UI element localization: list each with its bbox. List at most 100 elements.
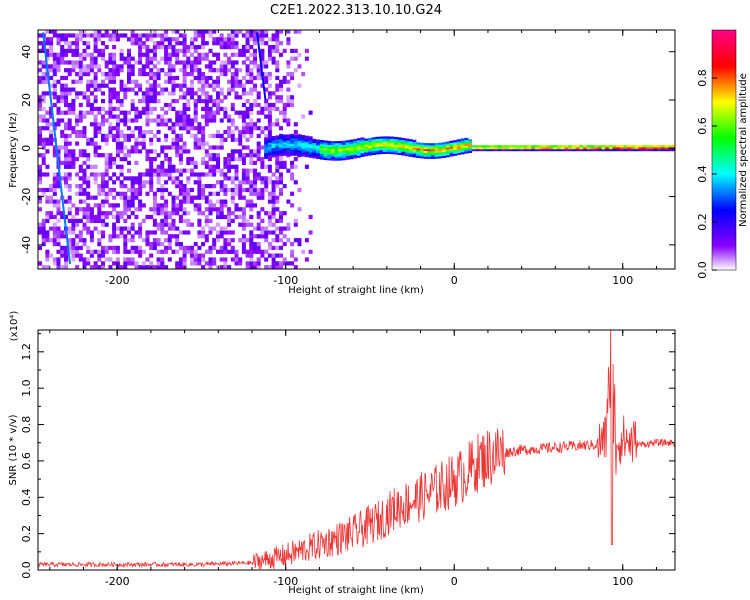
spectrogram-cell bbox=[130, 102, 135, 108]
spectrogram-cell bbox=[401, 143, 406, 146]
spectrogram-cell bbox=[60, 253, 65, 258]
spectrogram-cell bbox=[97, 253, 102, 258]
spectrogram-cell bbox=[101, 184, 105, 189]
spectrogram-cell bbox=[134, 60, 139, 65]
spectrogram-cell bbox=[230, 164, 235, 169]
spectrogram-cell bbox=[297, 238, 302, 243]
spectrogram-cell bbox=[78, 191, 83, 196]
spectrogram-cell bbox=[119, 145, 124, 150]
spectrogram-cell bbox=[201, 37, 206, 42]
spectrogram-cell bbox=[104, 160, 109, 165]
spectrogram-cell bbox=[152, 222, 157, 227]
spectrogram-cell bbox=[175, 149, 180, 154]
spectrogram-cell bbox=[219, 64, 224, 69]
spectrogram-cell bbox=[38, 187, 42, 193]
spectrogram-cell bbox=[279, 187, 283, 193]
spectrogram-cell bbox=[264, 257, 269, 262]
spectrogram-cell bbox=[327, 146, 332, 149]
spectrogram-cell bbox=[672, 149, 675, 152]
spectrogram-cell bbox=[330, 154, 335, 157]
spectrogram-cell bbox=[334, 145, 339, 148]
spectrogram-cell bbox=[204, 106, 209, 111]
spectrogram-cell bbox=[234, 261, 239, 266]
spectrogram-cell bbox=[101, 153, 105, 158]
spectrogram-cell bbox=[156, 242, 161, 247]
spectrogram-cell bbox=[223, 199, 228, 204]
spectrogram-cell bbox=[178, 261, 183, 266]
spectrogram-cell bbox=[52, 180, 57, 185]
spectrogram-cell bbox=[245, 114, 250, 119]
spectrogram-cell bbox=[253, 48, 257, 53]
spectrogram-cell bbox=[71, 245, 76, 250]
spectrogram-cell bbox=[149, 149, 154, 154]
spectrogram-cell bbox=[646, 149, 650, 152]
spectrogram-cell bbox=[182, 230, 187, 235]
spectrogram-cell bbox=[490, 147, 495, 150]
spectrogram-cell bbox=[386, 149, 391, 153]
spectrogram-cell bbox=[241, 249, 246, 254]
spectrogram-cell bbox=[190, 249, 194, 254]
spectrogram-cell bbox=[123, 145, 128, 150]
spectrogram-cell bbox=[182, 218, 187, 223]
spectrogram-cell bbox=[164, 265, 169, 269]
spectrogram-cell bbox=[386, 142, 391, 145]
spectrogram-cell bbox=[657, 145, 662, 148]
spectrogram-cell bbox=[327, 158, 332, 161]
spectrogram-cell bbox=[190, 245, 194, 250]
spectrogram-cell bbox=[264, 164, 269, 169]
spectrogram-cell bbox=[175, 110, 180, 115]
spectrogram-cell bbox=[97, 48, 102, 53]
spectrogram-cell bbox=[149, 261, 154, 266]
y-tick-label: -20 bbox=[20, 188, 33, 206]
spectrogram-cell bbox=[75, 48, 80, 53]
spectrogram-cell bbox=[152, 45, 157, 50]
spectrogram-cell bbox=[360, 147, 365, 150]
spectrogram-cell bbox=[123, 234, 128, 239]
spectrogram-cell bbox=[82, 91, 87, 96]
spectrogram-cell bbox=[108, 52, 113, 57]
spectrogram-cell bbox=[216, 211, 220, 216]
spectrogram-cell bbox=[216, 157, 220, 162]
spectrogram-cell bbox=[141, 41, 146, 46]
spectrogram-cell bbox=[167, 41, 172, 46]
spectrogram-cell bbox=[186, 45, 191, 50]
y-tick-label: 1.0 bbox=[20, 379, 33, 397]
spectrogram-cell bbox=[445, 147, 450, 150]
spectrogram-cell bbox=[586, 149, 591, 152]
spectrogram-cell bbox=[141, 249, 146, 254]
spectrogram-cell bbox=[178, 257, 183, 262]
spectrogram-cell bbox=[308, 142, 313, 145]
spectrogram-cell bbox=[275, 99, 280, 104]
spectrogram-cell bbox=[416, 146, 421, 149]
spectrogram-cell bbox=[290, 242, 295, 247]
spectrogram-cell bbox=[275, 145, 280, 148]
spectrogram-cell bbox=[494, 149, 498, 152]
spectrogram-cell bbox=[119, 141, 124, 146]
spectrogram-cell bbox=[468, 145, 473, 148]
spectrogram-cell bbox=[141, 52, 146, 57]
spectrogram-cell bbox=[241, 214, 246, 220]
spectrogram-cell bbox=[119, 33, 124, 38]
spectrogram-cell bbox=[297, 144, 302, 147]
spectrogram-cell bbox=[86, 102, 91, 108]
spectrogram-cell bbox=[419, 154, 424, 157]
spectrogram-cell bbox=[108, 153, 113, 158]
spectrogram-cell bbox=[167, 176, 172, 181]
spectrogram-cell bbox=[219, 207, 224, 212]
spectrogram-cell bbox=[71, 106, 76, 111]
spectrogram-cell bbox=[190, 37, 194, 42]
spectrogram-cell bbox=[253, 30, 257, 34]
spectrogram-cell bbox=[75, 184, 80, 189]
spectrogram-cell bbox=[353, 148, 358, 151]
spectrogram-cell bbox=[123, 176, 128, 181]
spectrogram-cell bbox=[423, 148, 428, 151]
spectrogram-cell bbox=[160, 172, 165, 177]
spectrogram-cell bbox=[156, 164, 161, 169]
spectrogram-cell bbox=[108, 164, 113, 169]
spectrogram-cell bbox=[93, 45, 98, 50]
spectrogram-cell bbox=[627, 147, 632, 150]
spectrogram-cell bbox=[293, 180, 298, 185]
spectrogram-cell bbox=[130, 199, 135, 204]
spectrogram-cell bbox=[501, 149, 506, 152]
spectrogram-cell bbox=[286, 149, 291, 152]
